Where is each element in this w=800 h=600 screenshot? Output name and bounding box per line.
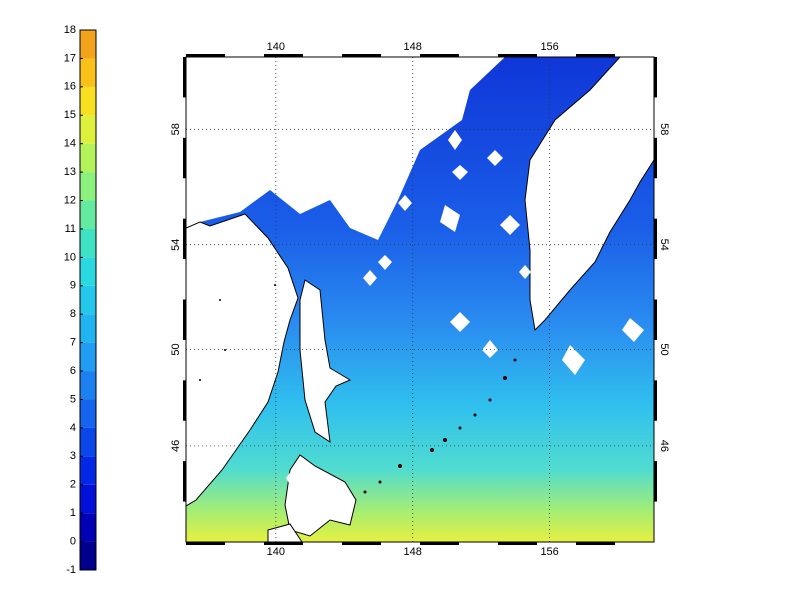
colorbar-tick-label: 10 xyxy=(64,251,76,263)
border-segment xyxy=(264,542,303,545)
lon-label-bottom: 148 xyxy=(404,546,422,558)
colorbar-tick-label: 16 xyxy=(64,81,76,93)
colorbar-tick-label: 6 xyxy=(70,365,76,377)
colorbar-band xyxy=(80,200,96,229)
border-segment xyxy=(498,542,537,545)
colorbar-frame xyxy=(79,29,97,571)
no-data-patches xyxy=(286,130,644,488)
colorbar-tick-label: 5 xyxy=(70,393,76,405)
lon-label-bottom: 140 xyxy=(267,546,285,558)
colorbar-band xyxy=(80,115,96,144)
colorbar-tick-label: 9 xyxy=(70,280,76,292)
colorbar-tick-label: 0 xyxy=(70,535,76,547)
border-segment xyxy=(654,57,657,98)
lon-label-top: 156 xyxy=(540,41,558,53)
lat-label-right: 46 xyxy=(658,440,670,452)
colorbar-band xyxy=(80,257,96,286)
colorbar-band xyxy=(80,285,96,315)
lat-label-left: 50 xyxy=(170,343,182,355)
border-segment xyxy=(576,542,615,545)
colorbar-band xyxy=(80,314,96,343)
border-segment xyxy=(183,57,186,98)
lon-label-top: 140 xyxy=(267,41,285,53)
colorbar-band xyxy=(80,456,96,485)
lat-label-right: 54 xyxy=(658,239,670,251)
border-segment xyxy=(183,218,186,260)
colorbar-band xyxy=(80,30,96,59)
colorbar-tick-label: 14 xyxy=(64,138,76,150)
colorbar-tick-label: 3 xyxy=(70,450,76,462)
lat-label-right: 50 xyxy=(658,343,670,355)
colorbar-band xyxy=(80,484,96,514)
colorbar-band xyxy=(80,513,96,542)
border-segment xyxy=(183,137,186,179)
border-segment xyxy=(654,461,657,502)
border-segment xyxy=(342,54,381,57)
colorbar-band xyxy=(80,58,96,87)
colorbar-tick-label: 7 xyxy=(70,337,76,349)
frame-border xyxy=(183,54,657,545)
colorbar-tick-label: 18 xyxy=(64,24,76,36)
colorbar-tick-label: 13 xyxy=(64,166,76,178)
colorbar-band xyxy=(80,399,96,428)
border-segment xyxy=(420,542,459,545)
border-segment xyxy=(654,218,657,260)
colorbar-band xyxy=(80,371,96,400)
colorbar-band xyxy=(80,228,96,258)
colorbar-tick-label: 4 xyxy=(70,422,76,434)
colorbar-band xyxy=(80,86,96,116)
lat-label-left: 58 xyxy=(170,123,182,135)
border-segment xyxy=(498,54,537,57)
colorbar-tick-label: 15 xyxy=(64,109,76,121)
border-segment xyxy=(183,380,186,421)
land xyxy=(524,57,654,332)
border-segment xyxy=(183,461,186,502)
land xyxy=(186,213,299,507)
colorbar-tick-label: 12 xyxy=(64,194,76,206)
map-field xyxy=(186,57,654,542)
colorbar-tick-label: 17 xyxy=(64,52,76,64)
lat-label-left: 54 xyxy=(170,239,182,251)
colorbar-tick-label: 8 xyxy=(70,308,76,320)
colorbar-band xyxy=(80,172,96,201)
lon-label-top: 148 xyxy=(404,41,422,53)
colorbar-band xyxy=(80,541,96,570)
lat-label-right: 58 xyxy=(658,123,670,135)
colorbar-tick-label: 1 xyxy=(70,507,76,519)
border-segment xyxy=(654,137,657,179)
colorbar-tick-label: 2 xyxy=(70,479,76,491)
land xyxy=(267,523,303,542)
land xyxy=(299,279,352,444)
border-segment xyxy=(342,542,381,545)
border-segment xyxy=(186,542,225,545)
colorbar-tick-label: -1 xyxy=(66,564,76,576)
border-segment xyxy=(183,299,186,340)
border-segment xyxy=(186,54,225,57)
no-data-area xyxy=(186,57,505,240)
colorbar-tick-label: 11 xyxy=(65,223,76,235)
islands xyxy=(199,284,517,494)
border-segment xyxy=(420,54,459,57)
colorbar-band xyxy=(80,427,96,457)
land xyxy=(284,454,357,537)
border-segment xyxy=(576,54,615,57)
colorbar-band xyxy=(80,342,96,372)
lon-label-bottom: 156 xyxy=(540,546,558,558)
border-segment xyxy=(654,299,657,340)
border-segment xyxy=(264,54,303,57)
lat-label-left: 46 xyxy=(170,440,182,452)
grid: 140 140 148 148 156 156 58 58 54 54 50 50 46 46 xyxy=(170,41,670,558)
colorbar-band xyxy=(80,143,96,173)
border-segment xyxy=(654,380,657,421)
